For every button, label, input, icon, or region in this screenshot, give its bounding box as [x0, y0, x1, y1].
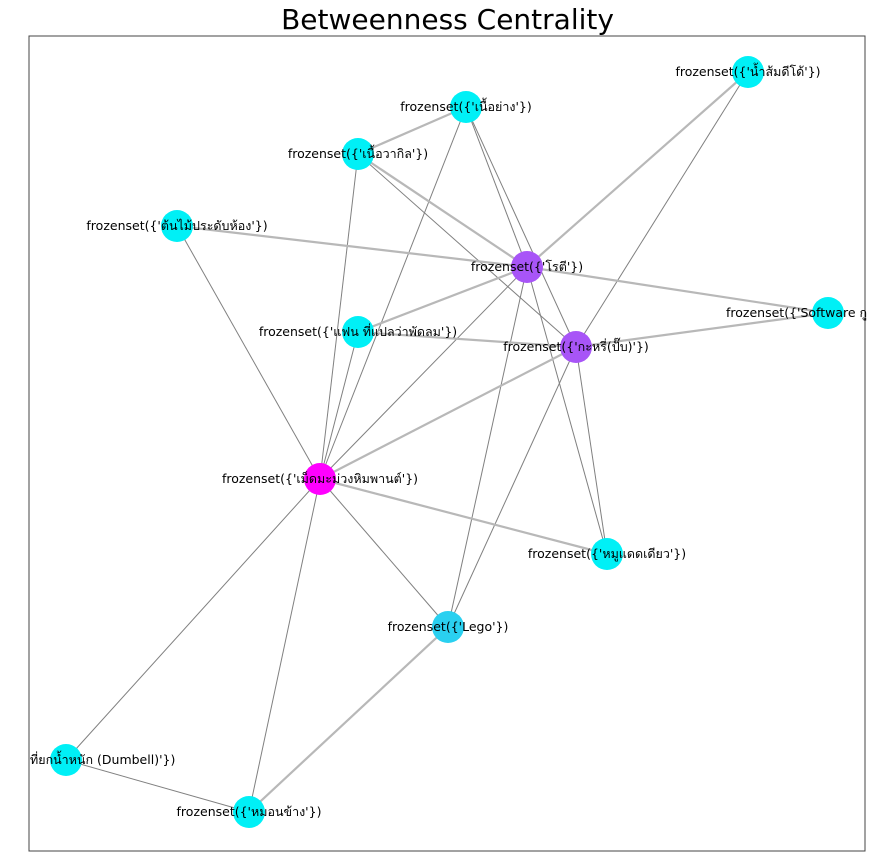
edge-n3-n9: [319, 153, 359, 480]
node-label-n12: ที่ยกน้ำหนัก (Dumbell)'}): [30, 750, 175, 767]
node-n4[interactable]: [161, 210, 193, 242]
edge-n11-n13: [248, 626, 449, 813]
edge-n3-n8: [357, 153, 577, 348]
edge-n8-n11: [447, 346, 577, 628]
chart-title: Betweenness Centrality: [281, 3, 614, 36]
edge-n8-n7: [357, 330, 577, 349]
node-label-n7: frozenset({'แฟน ที่แปลว่าพัดลม'}): [259, 323, 457, 339]
edge-n4-n5: [176, 224, 528, 269]
node-label-n9: frozenset({'เม็ดมะม่วงหิมพานต์'}): [222, 471, 418, 486]
edge-n9-n11: [319, 478, 449, 628]
node-label-n1: frozenset({'น้ำส้มดีโด้'}): [675, 62, 820, 79]
edge-n5-n9: [319, 266, 528, 480]
edge-n1-n8: [575, 71, 749, 348]
edge-n9-n7: [319, 331, 359, 480]
edge-n3-n5: [357, 153, 528, 268]
node-n11[interactable]: [432, 611, 464, 643]
node-n13[interactable]: [233, 796, 265, 828]
edge-n8-n9: [319, 346, 577, 480]
edge-n5-n10: [526, 266, 608, 555]
edge-n4-n9: [176, 225, 321, 480]
node-label-n13: frozenset({'หมอนข้าง'}): [177, 804, 322, 819]
node-n9[interactable]: [304, 463, 336, 495]
node-n5[interactable]: [511, 251, 543, 283]
node-label-n11: frozenset({'Lego'}): [388, 619, 509, 634]
node-label-n4: frozenset({'ต้นไม้ประดับห้อง'}): [86, 218, 267, 233]
edge-n5-n11: [447, 266, 528, 628]
node-n10[interactable]: [591, 538, 623, 570]
node-label-n2: frozenset({'เนื้อย่าง'}): [400, 97, 532, 114]
edge-n5-n6: [526, 265, 829, 315]
node-n12[interactable]: [50, 744, 82, 776]
node-n7[interactable]: [342, 316, 374, 348]
edge-n2-n8: [465, 106, 577, 348]
node-n6[interactable]: [812, 297, 844, 329]
edge-n5-n7: [357, 265, 528, 334]
edge-n9-n13: [248, 478, 321, 813]
node-n1[interactable]: [732, 56, 764, 88]
node-label-n5: frozenset({'โรตี'}): [471, 259, 583, 274]
edge-n8-n10: [575, 346, 608, 555]
node-label-n3: frozenset({'เนื้อวากิล'}): [288, 144, 428, 161]
edge-n1-n5: [526, 71, 749, 268]
edge-n9-n12: [65, 478, 321, 761]
edge-n2-n9: [319, 106, 467, 480]
nodes-layer: [50, 56, 844, 828]
node-n8[interactable]: [560, 331, 592, 363]
node-label-n10: frozenset({'หมูแดดเดียว'}): [528, 546, 686, 562]
edges-layer: [65, 71, 829, 813]
node-n2[interactable]: [450, 91, 482, 123]
node-label-n6: frozenset({'Software กู: [726, 305, 867, 321]
edge-n8-n6: [575, 311, 829, 349]
node-n3[interactable]: [342, 138, 374, 170]
edge-n2-n3: [357, 105, 467, 156]
plot-frame: [28, 35, 866, 852]
edge-n2-n5: [465, 106, 528, 268]
edge-n12-n13: [65, 759, 250, 813]
node-label-n8: frozenset({'กะหรี่(ปั๊บ)'}): [503, 337, 649, 354]
edge-n9-n10: [319, 477, 608, 556]
labels-layer: frozenset({'น้ำส้มดีโด้'}) frozenset({'เน…: [30, 62, 867, 819]
